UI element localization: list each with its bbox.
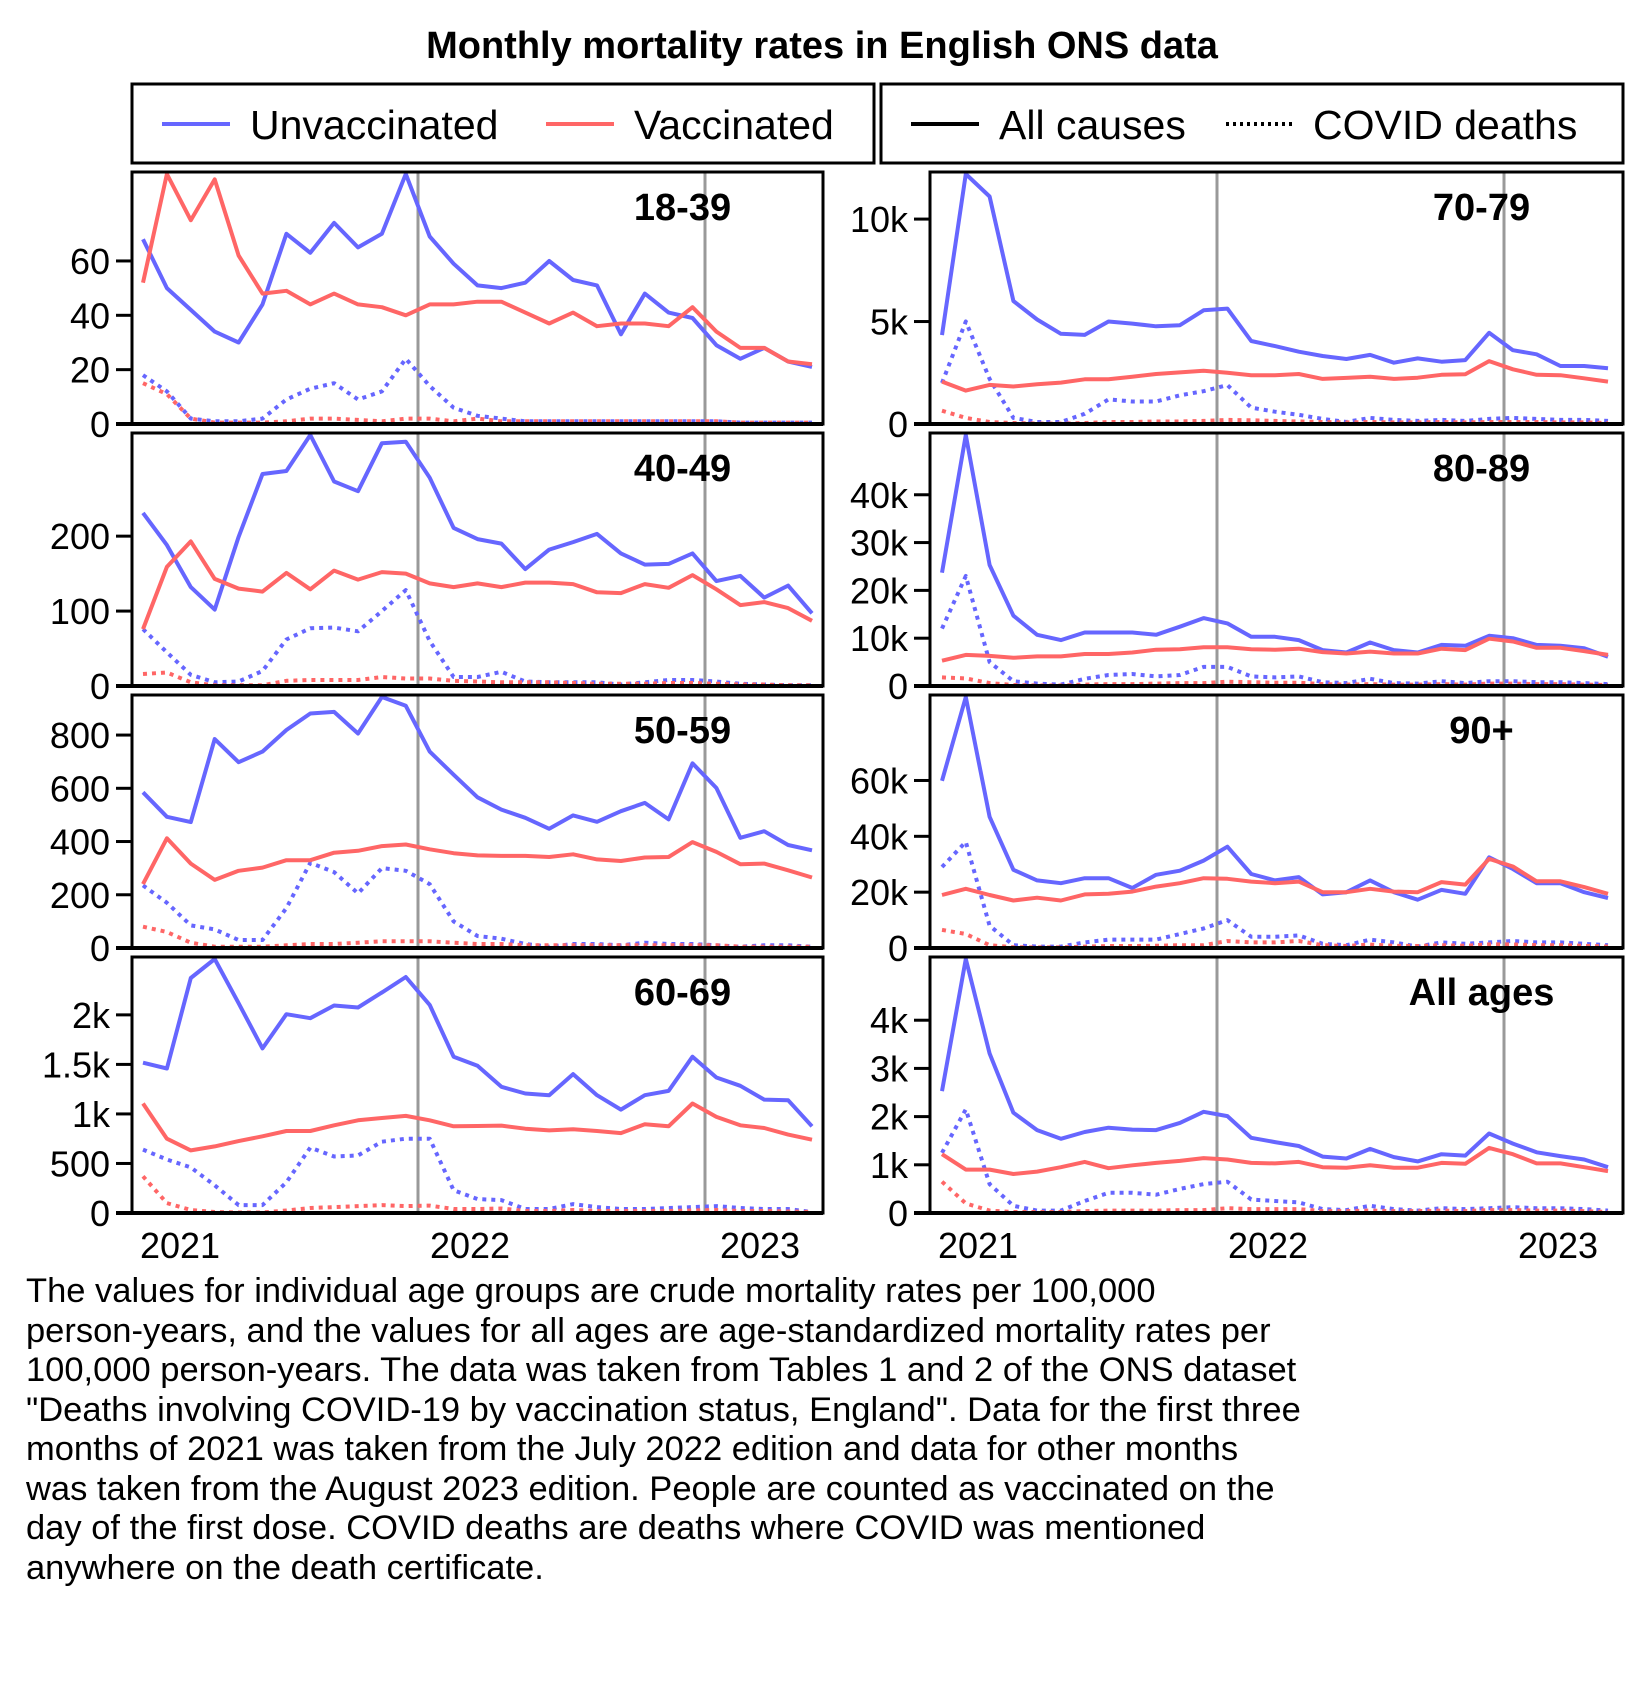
series-unvaccinated-covid-deaths [142, 1136, 813, 1214]
panel-18-39: 18-39 0 20 40 60 [70, 170, 825, 445]
panel-70-79: 70-79 0 5k 10k [850, 170, 1625, 445]
y-tick-label: 100 [50, 591, 110, 632]
panel-label: 80-89 [1433, 448, 1530, 490]
series-unvaccinated-covid-deaths [940, 574, 1609, 687]
y-tick-label: 40k [850, 475, 909, 516]
y-tick-label: 30k [850, 523, 909, 564]
panels: 18-39 0 20 40 60 40-49 0 100 200 50-59 0 200 400 600 8… [42, 170, 1625, 1266]
y-tick-label: 20k [850, 570, 909, 611]
series-vaccinated-all-causes [141, 539, 813, 630]
panel-label: 40-49 [634, 448, 731, 490]
y-tick-label: 0 [888, 666, 908, 707]
x-tick-label: 2021 [140, 1225, 220, 1266]
y-tick-label: 2k [870, 1097, 909, 1138]
legend-label-vaccinated: Vaccinated [634, 102, 834, 148]
series-unvaccinated-covid-deaths [141, 860, 813, 949]
x-tick-label: 2023 [1518, 1225, 1598, 1266]
series-vaccinated-all-causes [941, 359, 1609, 393]
y-tick-label: 400 [50, 822, 110, 863]
x-tick-label: 2021 [938, 1225, 1018, 1266]
panel-label: 18-39 [634, 187, 731, 229]
y-tick-label: 0 [90, 1193, 110, 1234]
y-tick-label: 0 [90, 928, 110, 969]
x-tick-label: 2023 [720, 1225, 800, 1266]
legend-label-all-causes: All causes [999, 102, 1186, 148]
footnote-line: The values for individual age groups are… [26, 1272, 1156, 1310]
series-vaccinated-all-causes [940, 1145, 1609, 1176]
y-tick-label: 10k [850, 618, 909, 659]
panel-frame [928, 693, 1625, 950]
legend-label-unvaccinated: Unvaccinated [250, 102, 498, 148]
series-unvaccinated-covid-deaths [940, 319, 1609, 424]
legend-style: All causes COVID deaths [879, 82, 1625, 165]
y-tick-label: 60 [70, 241, 110, 282]
y-tick-label: 1k [870, 1145, 909, 1186]
y-tick-label: 60k [850, 760, 909, 801]
x-tick-label: 2022 [1228, 1225, 1308, 1266]
footnote-line: months of 2021 was taken from the July 2… [26, 1430, 1239, 1468]
y-tick-label: 0 [888, 404, 908, 445]
series-vaccinated-covid-deaths [141, 1174, 813, 1215]
series-unvaccinated-covid-deaths [141, 588, 812, 688]
footnote-line: day of the first dose. COVID deaths are … [26, 1509, 1206, 1547]
panel-90: 90+ 0 20k 40k 60k [850, 693, 1625, 969]
panel-50-59: 50-59 0 200 400 600 800 [50, 693, 825, 969]
y-tick-label: 500 [50, 1143, 110, 1184]
panel-all-ages: All ages 0 1k 2k 3k 4k 2021 2022 2023 [870, 955, 1625, 1266]
legend-style-box [879, 82, 1625, 165]
series-vaccinated-all-causes [141, 836, 813, 886]
legend-color: Unvaccinated Vaccinated [130, 82, 876, 165]
y-tick-label: 20 [70, 350, 110, 391]
y-tick-label: 200 [50, 516, 110, 557]
legend-label-covid-deaths: COVID deaths [1313, 102, 1577, 148]
y-tick-label: 2k [72, 995, 111, 1036]
y-tick-label: 0 [90, 666, 110, 707]
series-vaccinated-covid-deaths [142, 670, 812, 688]
footnote-line: was taken from the August 2023 edition. … [26, 1469, 1275, 1508]
y-tick-label: 10k [850, 199, 909, 240]
footnote-line: person-years, and the values for all age… [26, 1311, 1271, 1350]
chart-title: Monthly mortality rates in English ONS d… [426, 25, 1219, 67]
panel-label: 50-59 [634, 710, 731, 752]
legend-color-box [130, 82, 876, 165]
y-tick-label: 20k [850, 872, 909, 913]
y-tick-label: 0 [888, 928, 908, 969]
series-unvaccinated-covid-deaths [141, 356, 812, 425]
panel-label: 70-79 [1433, 187, 1530, 229]
footnote-line: "Deaths involving COVID-19 by vaccinatio… [26, 1390, 1301, 1429]
x-tick-label: 2022 [430, 1225, 510, 1266]
y-tick-label: 40 [70, 295, 110, 336]
panel-label: All ages [1409, 972, 1555, 1014]
series-unvaccinated-covid-deaths [940, 839, 1609, 949]
y-tick-label: 3k [870, 1048, 909, 1089]
series-unvaccinated-covid-deaths [940, 1107, 1609, 1213]
y-tick-label: 200 [50, 875, 110, 916]
y-tick-label: 800 [50, 715, 110, 756]
panel-label: 90+ [1449, 710, 1513, 752]
y-tick-label: 4k [870, 1000, 909, 1041]
y-tick-label: 5k [870, 302, 909, 343]
footnote: The values for individual age groups are… [26, 1272, 1636, 1588]
series-vaccinated-covid-deaths [142, 924, 812, 949]
series-vaccinated-all-causes [141, 1101, 813, 1153]
y-tick-label: 0 [90, 404, 110, 445]
y-tick-label: 0 [888, 1193, 908, 1234]
y-tick-label: 1.5k [42, 1044, 111, 1085]
footnote-line: 100,000 person-years. The data was taken… [26, 1351, 1297, 1389]
y-tick-label: 600 [50, 768, 110, 809]
y-tick-label: 40k [850, 816, 909, 857]
panel-label: 60-69 [634, 972, 731, 1014]
panel-60-69: 60-69 0 500 1k 1.5k 2k 2021 2022 2023 [42, 955, 825, 1266]
panel-40-49: 40-49 0 100 200 [50, 431, 825, 707]
panel-80-89: 80-89 0 10k 20k 30k 40k [850, 431, 1625, 707]
y-tick-label: 1k [72, 1094, 111, 1135]
footnote-line: anywhere on the death certificate. [26, 1548, 544, 1587]
